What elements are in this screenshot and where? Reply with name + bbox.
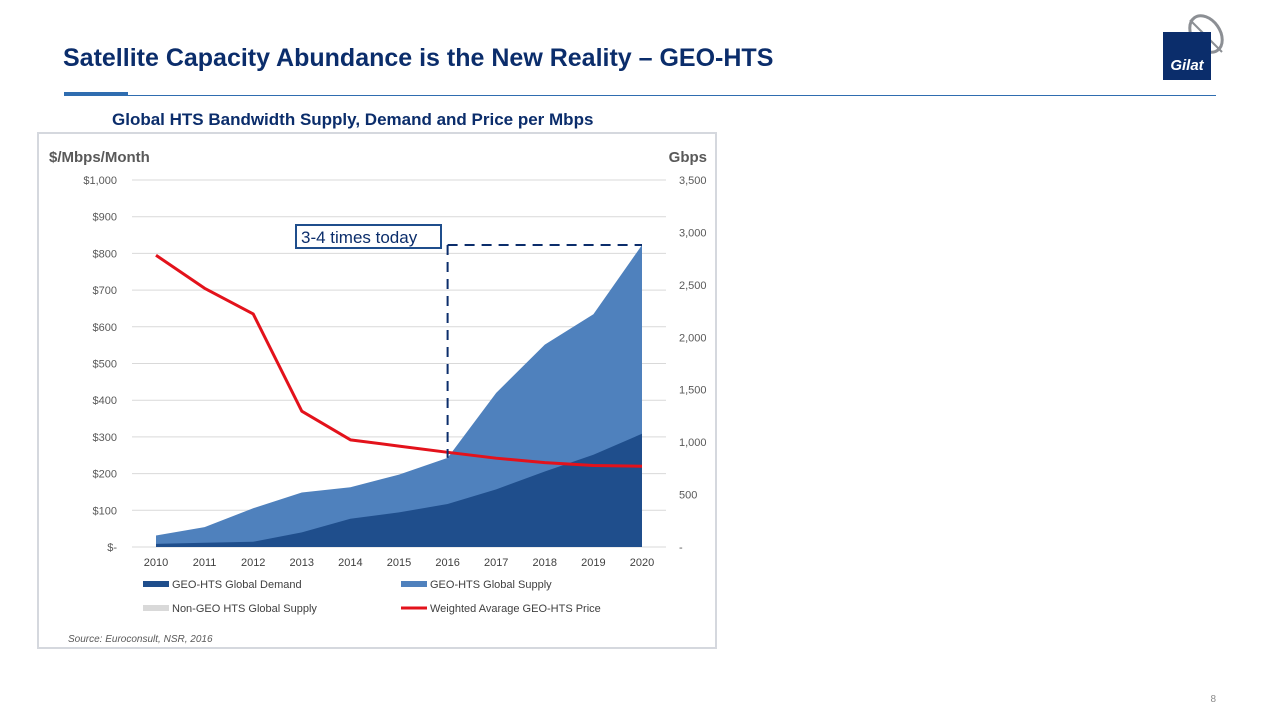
annotation-label: 3-4 times today (301, 228, 418, 247)
x-tick-label: 2017 (484, 557, 508, 569)
bandwidth-chart: $/Mbps/Month Gbps $- $100 $200 $300 $400 $500 $6… (49, 149, 707, 645)
price-line (155, 253, 643, 468)
legend-swatch (143, 605, 169, 611)
x-tick-label: 2012 (241, 557, 265, 569)
x-tick-label: 2011 (193, 557, 217, 569)
x-tick-label: 2010 (144, 557, 168, 569)
left-tick-label: $900 (93, 212, 117, 224)
left-tick-label: $500 (93, 359, 117, 371)
left-tick-label: $- (107, 542, 117, 554)
slide-title: Satellite Capacity Abundance is the New … (63, 44, 774, 72)
title-underline (64, 95, 1216, 96)
geo-hts-demand-area (156, 433, 642, 547)
right-tick-label: 2,500 (679, 280, 707, 292)
left-tick-label: $800 (93, 248, 117, 260)
right-tick-label: 3,500 (679, 175, 707, 187)
right-tick-label: 1,000 (679, 437, 707, 449)
left-tick-label: $600 (93, 322, 117, 334)
left-tick-label: $100 (93, 505, 117, 517)
source-note: Source: Euroconsult, NSR, 2016 (68, 634, 213, 645)
left-tick-label: $300 (93, 432, 117, 444)
x-tick-label: 2018 (533, 557, 557, 569)
logo-wordmark: Gilat (1163, 32, 1211, 80)
x-tick-label: 2015 (387, 557, 411, 569)
chart-title: Global HTS Bandwidth Supply, Demand and … (112, 110, 594, 129)
legend-swatch (401, 581, 427, 587)
right-tick-label: 500 (679, 490, 697, 502)
gilat-logo: Gilat (1160, 12, 1232, 82)
title-accent-bar (64, 92, 128, 96)
right-tick-label: 1,500 (679, 385, 707, 397)
right-axis-title: Gbps (669, 149, 707, 166)
page-number: 8 (1210, 694, 1216, 705)
legend-label: Non-GEO HTS Global Supply (172, 603, 317, 615)
x-tick-label: 2020 (630, 557, 654, 569)
right-tick-label: - (679, 542, 683, 554)
chart-frame: $/Mbps/Month Gbps $- $100 $200 $300 $400 $500 $6… (37, 132, 717, 649)
legend-label: GEO-HTS Global Supply (430, 579, 552, 591)
annotation-box (295, 224, 442, 249)
left-tick-label: $1,000 (83, 175, 117, 187)
legend-label: GEO-HTS Global Demand (172, 579, 302, 591)
left-tick-label: $400 (93, 395, 117, 407)
legend-swatch (143, 581, 169, 587)
x-tick-label: 2016 (435, 557, 459, 569)
left-tick-label: $200 (93, 469, 117, 481)
legend-label: Weighted Avarage GEO-HTS Price (430, 603, 601, 615)
x-tick-label: 2013 (290, 557, 314, 569)
left-tick-label: $700 (93, 285, 117, 297)
right-tick-label: 2,000 (679, 332, 707, 344)
left-axis-title: $/Mbps/Month (49, 149, 150, 166)
right-tick-label: 3,000 (679, 227, 707, 239)
x-tick-label: 2019 (581, 557, 605, 569)
x-tick-label: 2014 (338, 557, 362, 569)
geo-hts-supply-area (156, 245, 642, 548)
